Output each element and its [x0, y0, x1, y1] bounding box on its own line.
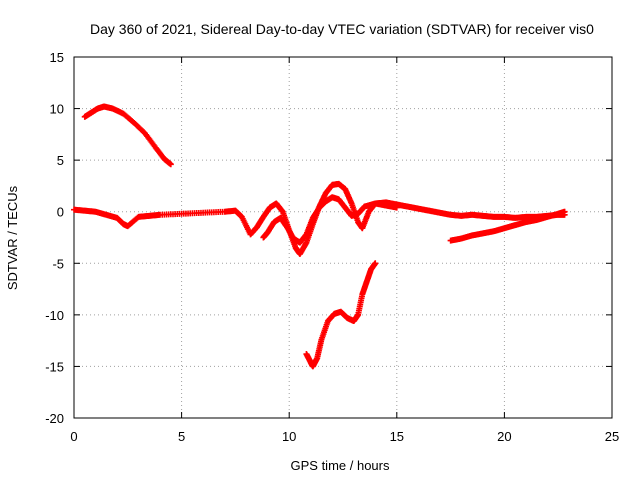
data-point-marker	[167, 161, 174, 168]
y-tick-label: 15	[50, 50, 64, 65]
x-tick-label: 25	[605, 429, 619, 444]
series-main-near-zero-a	[71, 180, 568, 258]
x-tick-label: 5	[178, 429, 185, 444]
data-markers	[71, 103, 568, 370]
y-axis-ticks: -20 -15 -10 -5 0 5 10 15	[45, 50, 612, 426]
x-tick-label: 10	[282, 429, 296, 444]
y-tick-label: 10	[50, 102, 64, 117]
y-tick-label: -15	[45, 359, 64, 374]
series-deep-dip	[303, 260, 379, 370]
series-main-near-zero-b	[260, 194, 400, 246]
plot-frame	[73, 56, 613, 419]
y-tick-label: 0	[57, 205, 64, 220]
grid	[74, 57, 612, 418]
series-late-low	[447, 208, 568, 244]
y-tick-label: -20	[45, 411, 64, 426]
y-tick-label: -10	[45, 308, 64, 323]
data-point-marker	[372, 260, 379, 267]
data-point-marker	[561, 208, 568, 215]
x-tick-label: 20	[497, 429, 511, 444]
y-tick-label: -5	[52, 256, 64, 271]
x-axis-label: GPS time / hours	[291, 458, 390, 473]
series-early-high	[81, 103, 174, 168]
plot-border	[73, 56, 613, 419]
chart-title: Day 360 of 2021, Sidereal Day-to-day VTE…	[90, 21, 594, 37]
x-tick-label: 0	[70, 429, 77, 444]
x-tick-label: 15	[390, 429, 404, 444]
y-tick-label: 5	[57, 153, 64, 168]
y-axis-label: SDTVAR / TECUs	[5, 185, 20, 290]
x-axis-ticks: 0 5 10 15 20 25	[70, 57, 619, 444]
data-point-marker	[393, 204, 400, 211]
